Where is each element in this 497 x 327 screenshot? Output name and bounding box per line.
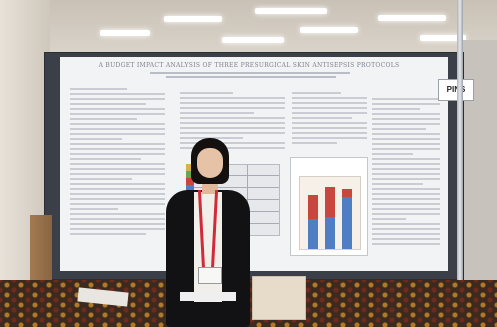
cardboard-box — [252, 276, 306, 320]
face — [197, 148, 223, 178]
ceiling — [0, 0, 497, 62]
poster-text-column-left — [70, 88, 165, 238]
ceiling-light — [100, 30, 150, 36]
poster-text-column-right — [292, 92, 367, 147]
poster-text-column-far-right — [372, 98, 440, 248]
belt — [180, 292, 236, 301]
presenter — [160, 138, 256, 327]
ceiling-light — [222, 37, 284, 43]
ceiling-light — [378, 15, 446, 21]
poster-color-legend — [186, 164, 194, 192]
poster-bar-chart — [290, 157, 368, 256]
ceiling-light — [420, 35, 466, 41]
ceiling-light — [255, 8, 327, 14]
poster-chart-plot-area — [299, 176, 361, 250]
ceiling-light — [300, 27, 358, 33]
booth-sign: PINS — [438, 79, 474, 101]
poster-bar — [308, 195, 318, 249]
poster-title: A BUDGET IMPACT ANALYSIS OF THREE PRESUR… — [98, 62, 400, 69]
poster-bar — [325, 187, 335, 249]
ceiling-light — [164, 16, 222, 22]
poster-authors — [150, 72, 350, 82]
poster-bar — [342, 189, 352, 249]
name-badge — [198, 267, 222, 284]
display-pole — [457, 0, 463, 300]
